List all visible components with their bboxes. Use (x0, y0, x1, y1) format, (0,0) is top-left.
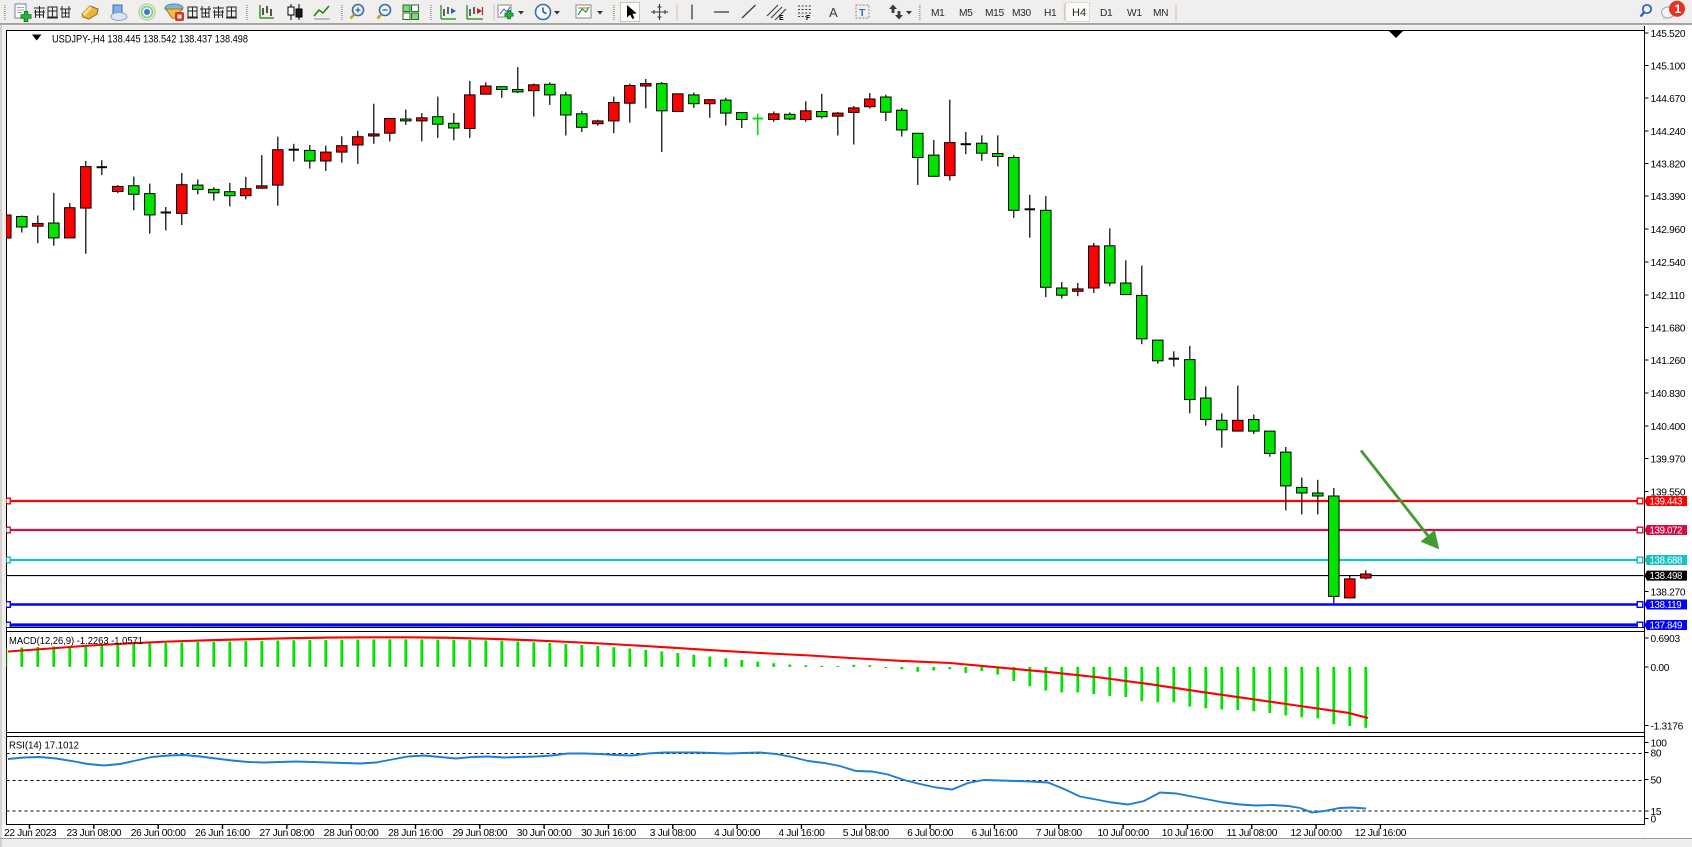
svg-text:0: 0 (1651, 814, 1657, 825)
svg-text:E: E (779, 15, 784, 22)
svg-text:140.400: 140.400 (1651, 422, 1686, 433)
svg-text:5 Jul 08:00: 5 Jul 08:00 (843, 828, 890, 839)
svg-text:141.680: 141.680 (1651, 324, 1686, 335)
svg-text:F: F (806, 15, 811, 22)
svg-text:4 Jul 16:00: 4 Jul 16:00 (778, 828, 825, 839)
svg-text:137.849: 137.849 (1650, 621, 1683, 632)
svg-text:141.260: 141.260 (1651, 356, 1686, 367)
svg-text:MACD(12,26,9) -1.2263 -1.0571: MACD(12,26,9) -1.2263 -1.0571 (9, 636, 143, 647)
svg-text:139.443: 139.443 (1650, 497, 1683, 508)
svg-text:142.960: 142.960 (1651, 225, 1686, 236)
svg-text:26 Jun 16:00: 26 Jun 16:00 (195, 828, 250, 839)
svg-text:142.540: 142.540 (1651, 258, 1686, 269)
svg-text:143.820: 143.820 (1651, 160, 1686, 171)
svg-text:11 Jul 08:00: 11 Jul 08:00 (1226, 828, 1277, 839)
svg-text:12 Jul 00:00: 12 Jul 00:00 (1290, 828, 1342, 839)
svg-text:15: 15 (1651, 807, 1662, 818)
svg-text:138.119: 138.119 (1650, 600, 1682, 611)
svg-text:27 Jun 08:00: 27 Jun 08:00 (259, 828, 314, 839)
svg-text:USDJPY-,H4 138.445 138.542 13: USDJPY-,H4 138.445 138.542 138.437 138.4… (52, 34, 248, 46)
svg-text:30 Jun 16:00: 30 Jun 16:00 (581, 828, 636, 839)
svg-text:29 Jun 08:00: 29 Jun 08:00 (452, 828, 507, 839)
svg-text:140.830: 140.830 (1651, 389, 1686, 400)
svg-text:145.520: 145.520 (1651, 29, 1686, 40)
svg-text:80: 80 (1651, 749, 1662, 760)
svg-text:100: 100 (1651, 739, 1668, 750)
svg-text:0.6903: 0.6903 (1651, 634, 1681, 645)
svg-text:30 Jun 00:00: 30 Jun 00:00 (517, 828, 572, 839)
svg-text:139.550: 139.550 (1651, 488, 1686, 499)
svg-text:A: A (829, 5, 838, 20)
svg-text:138.498: 138.498 (1650, 571, 1683, 582)
svg-text:4 Jul 00:00: 4 Jul 00:00 (714, 828, 761, 839)
svg-text:139.970: 139.970 (1651, 455, 1686, 466)
svg-text:M30: M30 (1012, 8, 1032, 19)
svg-text:142.110: 142.110 (1651, 291, 1686, 302)
svg-text:M1: M1 (931, 8, 945, 19)
svg-text:T: T (859, 7, 866, 19)
svg-text:0.00: 0.00 (1651, 663, 1670, 674)
svg-text:22 Jun 2023: 22 Jun 2023 (4, 828, 57, 839)
svg-text:10 Jul 00:00: 10 Jul 00:00 (1097, 828, 1149, 839)
svg-text:H1: H1 (1044, 8, 1057, 19)
svg-text:144.240: 144.240 (1651, 127, 1686, 138)
svg-text:H4: H4 (1072, 7, 1086, 19)
svg-text:RSI(14) 17.1012: RSI(14) 17.1012 (9, 741, 79, 752)
svg-text:6 Jul 00:00: 6 Jul 00:00 (907, 828, 954, 839)
svg-text:1: 1 (1675, 2, 1682, 16)
svg-text:10 Jul 16:00: 10 Jul 16:00 (1162, 828, 1214, 839)
svg-text:-1.3176: -1.3176 (1651, 721, 1684, 732)
svg-text:26 Jun 00:00: 26 Jun 00:00 (131, 828, 186, 839)
svg-text:MN: MN (1153, 8, 1168, 19)
svg-text:138.688: 138.688 (1650, 556, 1683, 567)
svg-text:138.270: 138.270 (1651, 588, 1686, 599)
svg-text:6 Jul 16:00: 6 Jul 16:00 (971, 828, 1018, 839)
svg-text:28 Jun 00:00: 28 Jun 00:00 (324, 828, 379, 839)
svg-text:7 Jul 08:00: 7 Jul 08:00 (1036, 828, 1083, 839)
svg-text:145.100: 145.100 (1651, 62, 1686, 73)
svg-text:144.670: 144.670 (1651, 94, 1686, 105)
svg-text:D1: D1 (1100, 8, 1113, 19)
svg-text:3 Jul 08:00: 3 Jul 08:00 (650, 828, 697, 839)
svg-text:W1: W1 (1127, 8, 1142, 19)
svg-text:23 Jun 08:00: 23 Jun 08:00 (66, 828, 121, 839)
svg-text:50: 50 (1651, 776, 1662, 787)
svg-text:M5: M5 (959, 8, 973, 19)
svg-text:M15: M15 (985, 8, 1005, 19)
svg-text:12 Jul 16:00: 12 Jul 16:00 (1355, 828, 1407, 839)
svg-text:143.390: 143.390 (1651, 192, 1686, 203)
svg-text:139.072: 139.072 (1650, 526, 1683, 537)
svg-text:28 Jun 16:00: 28 Jun 16:00 (388, 828, 443, 839)
